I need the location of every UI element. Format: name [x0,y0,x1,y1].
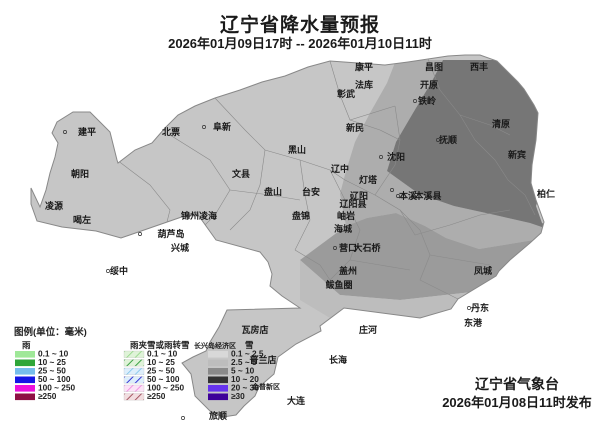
svg-text:朝阳: 朝阳 [71,168,89,179]
svg-text:≥250: ≥250 [38,391,57,401]
svg-text:喝左: 喝左 [73,214,91,225]
svg-text:凤城: 凤城 [474,265,492,276]
svg-text:本溪县: 本溪县 [414,190,441,201]
svg-text:铁岭: 铁岭 [418,95,436,106]
svg-text:辽中: 辽中 [331,163,349,174]
svg-text:沈阳: 沈阳 [387,151,405,162]
svg-text:清原: 清原 [492,118,510,129]
svg-text:阜新: 阜新 [213,121,231,132]
svg-text:灯塔: 灯塔 [359,174,378,185]
svg-text:长海: 长海 [329,354,347,365]
svg-text:长兴岛经济区: 长兴岛经济区 [194,341,236,350]
svg-text:图例(单位：毫米): 图例(单位：毫米) [14,326,87,338]
svg-text:鲅鱼圈: 鲅鱼圈 [325,279,352,290]
svg-text:康平: 康平 [355,61,373,72]
svg-text:海城: 海城 [334,223,352,234]
svg-text:文县: 文县 [231,168,250,179]
svg-text:新民: 新民 [346,122,364,133]
svg-text:盘锦: 盘锦 [292,210,310,221]
svg-text:昌图: 昌图 [425,62,443,72]
svg-text:≥30: ≥30 [231,391,245,401]
svg-text:庄河: 庄河 [359,324,377,335]
svg-text:丹东: 丹东 [471,302,489,313]
svg-text:西丰: 西丰 [470,61,488,72]
svg-text:绥中: 绥中 [110,265,128,276]
svg-text:2026年01月08日11时发布: 2026年01月08日11时发布 [442,395,592,410]
svg-text:旅顺: 旅顺 [209,410,227,421]
svg-text:开原: 开原 [420,80,438,90]
svg-text:岫岩: 岫岩 [337,210,355,221]
svg-text:大连: 大连 [287,395,306,406]
svg-text:瓦房店: 瓦房店 [241,324,268,335]
svg-text:葫芦岛: 葫芦岛 [157,228,184,239]
svg-text:东港: 东港 [464,317,483,328]
svg-text:凌源: 凌源 [45,200,63,211]
svg-text:大石桥: 大石桥 [353,242,381,253]
svg-text:柏仁: 柏仁 [537,188,555,199]
svg-text:≥250: ≥250 [147,391,166,401]
svg-text:雨: 雨 [22,340,31,350]
svg-text:盘山: 盘山 [264,186,282,197]
svg-text:盖州: 盖州 [339,265,357,276]
svg-text:彰武: 彰武 [337,88,355,99]
svg-text:台安: 台安 [302,186,320,197]
svg-text:北票: 北票 [162,126,180,137]
svg-text:法库: 法库 [355,79,373,90]
svg-text:抚顺: 抚顺 [439,134,457,145]
svg-text:新宾: 新宾 [508,149,526,160]
svg-text:建平: 建平 [78,126,96,137]
svg-text:辽阳县: 辽阳县 [339,198,366,209]
svg-text:黑山: 黑山 [288,144,306,155]
svg-text:辽宁省气象台: 辽宁省气象台 [475,376,559,392]
svg-text:兴城: 兴城 [171,242,189,253]
